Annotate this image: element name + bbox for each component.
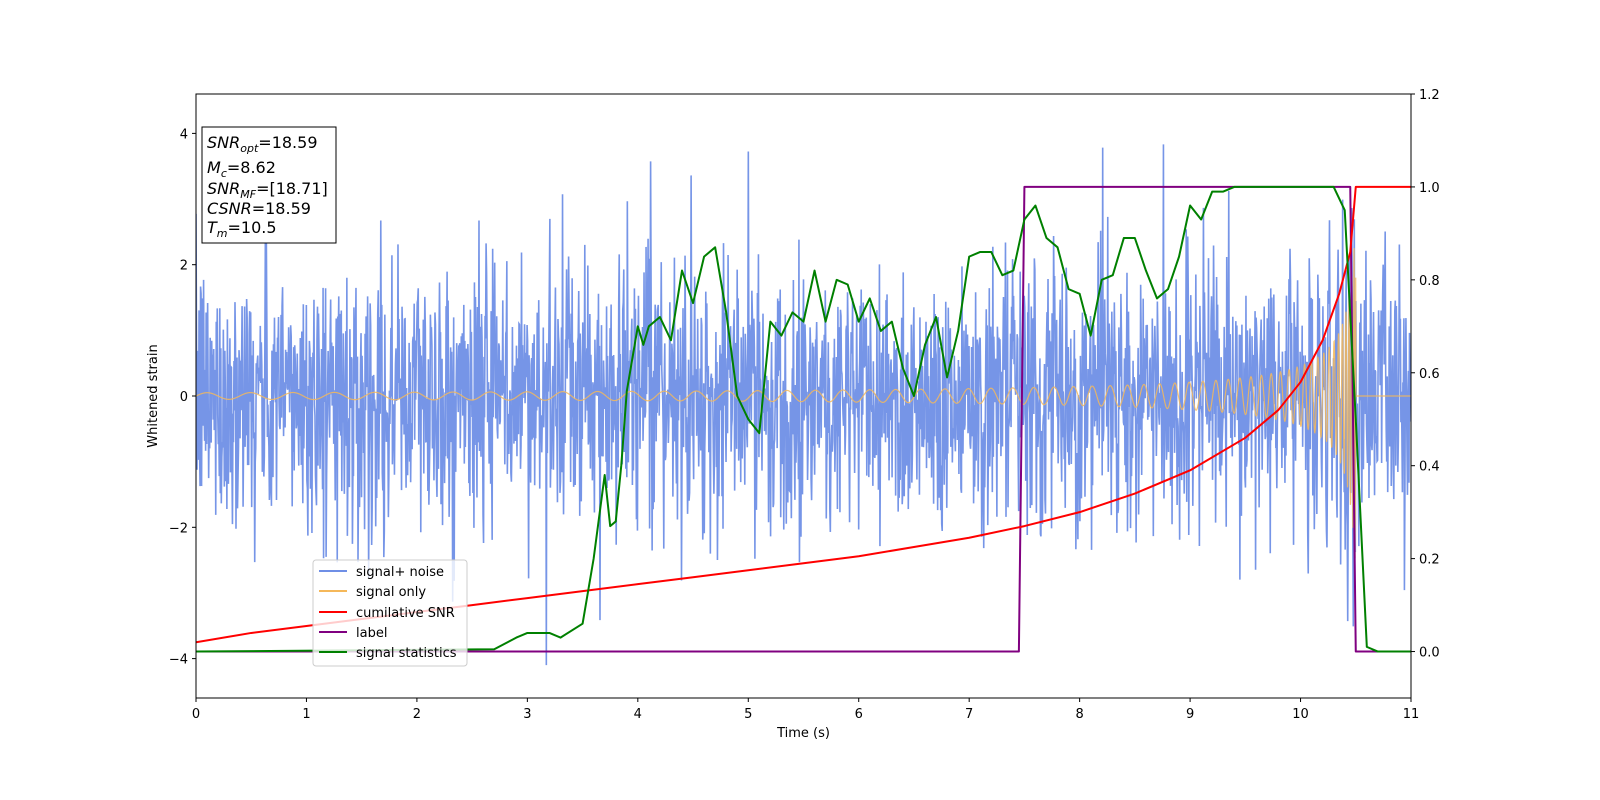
y-right-tick-label: 0.8 xyxy=(1419,274,1440,289)
y-left-tick-label: −2 xyxy=(169,521,188,536)
x-tick-label: 8 xyxy=(1075,707,1083,722)
x-tick-label: 6 xyxy=(855,707,863,722)
legend: signal+ noise signal only cumilative SNR… xyxy=(312,559,468,667)
legend-label-label: label xyxy=(356,626,387,641)
annotation-mc-value: =8.62 xyxy=(227,158,276,177)
annotation-snr-opt-value: =18.59 xyxy=(258,133,317,152)
annotation-snr-opt-sub: opt xyxy=(240,142,259,155)
series-signal-statistics xyxy=(196,185,1411,653)
y-right-tick-label: 0.2 xyxy=(1419,553,1440,568)
legend-frame xyxy=(312,559,468,667)
x-tick-label: 2 xyxy=(413,707,421,722)
annotation-snr-mf: SNRMF=[18.71] xyxy=(207,179,328,201)
y-right-tick-label: 1.2 xyxy=(1419,88,1440,103)
legend-label-signal-noise: signal+ noise xyxy=(356,565,444,580)
annotation-mc-sub: c xyxy=(221,167,227,180)
x-tick-label: 0 xyxy=(192,707,200,722)
x-tick-label: 7 xyxy=(965,707,973,722)
annotation-mc: Mc=8.62 xyxy=(207,158,276,180)
series-label xyxy=(196,185,1411,653)
legend-label-signal-only: signal only xyxy=(356,585,426,600)
axis-ticks: 0 1 2 3 4 5 6 7 8 9 10 11 −4 −2 0 2 4 0.0 0.2 0.4 0.6 0.8 1.0 1… xyxy=(169,88,1440,722)
y-left-tick-label: −4 xyxy=(169,653,188,668)
x-tick-label: 1 xyxy=(302,707,310,722)
annotation-box: SNRopt=18.59 Mc=8.62 SNRMF=[18.71] CSNR=… xyxy=(201,126,337,244)
annotation-tm-sub: m xyxy=(217,227,228,240)
annotation-snr-opt-var: SNR xyxy=(207,133,240,152)
annotation-frame xyxy=(201,126,337,244)
y-left-tick-label: 0 xyxy=(180,390,188,405)
y-right-tick-label: 1.0 xyxy=(1419,181,1440,196)
y-axis-title: Whitened strain xyxy=(146,344,161,447)
legend-label-cumilative-snr: cumilative SNR xyxy=(356,606,455,621)
legend-label-signal-statistics: signal statistics xyxy=(356,646,457,661)
y-right-tick-label: 0.4 xyxy=(1419,460,1440,475)
annotation-tm-var: T xyxy=(207,218,218,237)
annotation-mc-var: M xyxy=(207,158,221,177)
annotation-tm: Tm=10.5 xyxy=(207,218,277,240)
x-tick-label: 3 xyxy=(523,707,531,722)
annotation-snr-opt: SNRopt=18.59 xyxy=(207,133,318,155)
annotation-snr-mf-var: SNR xyxy=(207,179,240,198)
annotation-csnr: CSNR=18.59 xyxy=(207,199,311,218)
series-signal-only xyxy=(196,248,1411,559)
y-left-tick-label: 2 xyxy=(180,259,188,274)
x-tick-label: 9 xyxy=(1186,707,1194,722)
annotation-tm-value: =10.5 xyxy=(228,218,277,237)
y-left-tick-label: 4 xyxy=(180,127,188,142)
series-signal-noise xyxy=(196,144,1411,666)
annotation-csnr-var: CSNR xyxy=(207,199,252,218)
annotation-csnr-value: =18.59 xyxy=(252,199,311,218)
y-right-tick-label: 0.0 xyxy=(1419,646,1440,661)
y-right-tick-label: 0.6 xyxy=(1419,367,1440,382)
x-tick-label: 4 xyxy=(634,707,642,722)
x-tick-label: 11 xyxy=(1403,707,1420,722)
annotation-snr-mf-sub: MF xyxy=(240,188,256,201)
annotation-snr-mf-value: =[18.71] xyxy=(256,179,328,198)
x-axis-title: Time (s) xyxy=(776,726,830,741)
x-tick-label: 10 xyxy=(1292,707,1309,722)
x-tick-label: 5 xyxy=(744,707,752,722)
